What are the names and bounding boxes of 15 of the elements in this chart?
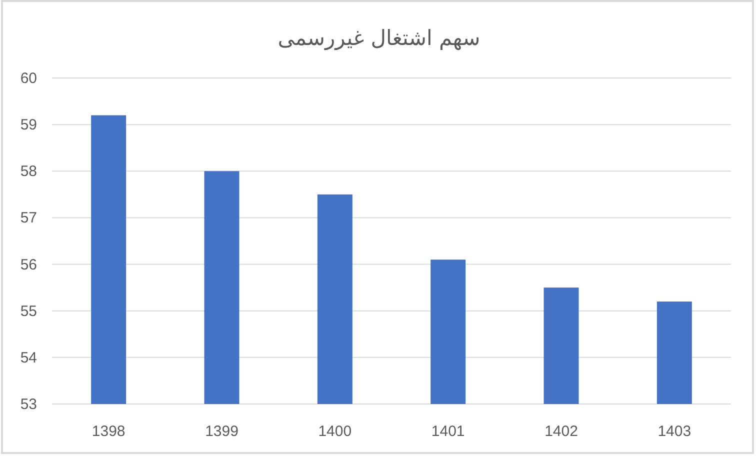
chart-title: سهم اشتغال غیررسمی	[278, 26, 480, 51]
y-tick-label: 57	[20, 210, 37, 227]
y-tick-label: 59	[20, 116, 37, 134]
x-tick-label: 1399	[205, 423, 238, 440]
y-tick-label: 56	[20, 256, 37, 274]
x-tick-label: 1400	[318, 423, 352, 440]
y-tick-label: 60	[20, 70, 37, 87]
y-tick-label: 58	[20, 163, 37, 180]
x-tick-label: 1402	[544, 423, 578, 440]
x-tick-label: 1398	[92, 423, 126, 440]
y-tick-label: 53	[20, 396, 37, 413]
x-tick-label: 1401	[431, 423, 465, 440]
x-tick-label: 1403	[658, 423, 692, 440]
y-tick-label: 54	[20, 349, 37, 366]
y-tick-label: 55	[20, 302, 37, 320]
